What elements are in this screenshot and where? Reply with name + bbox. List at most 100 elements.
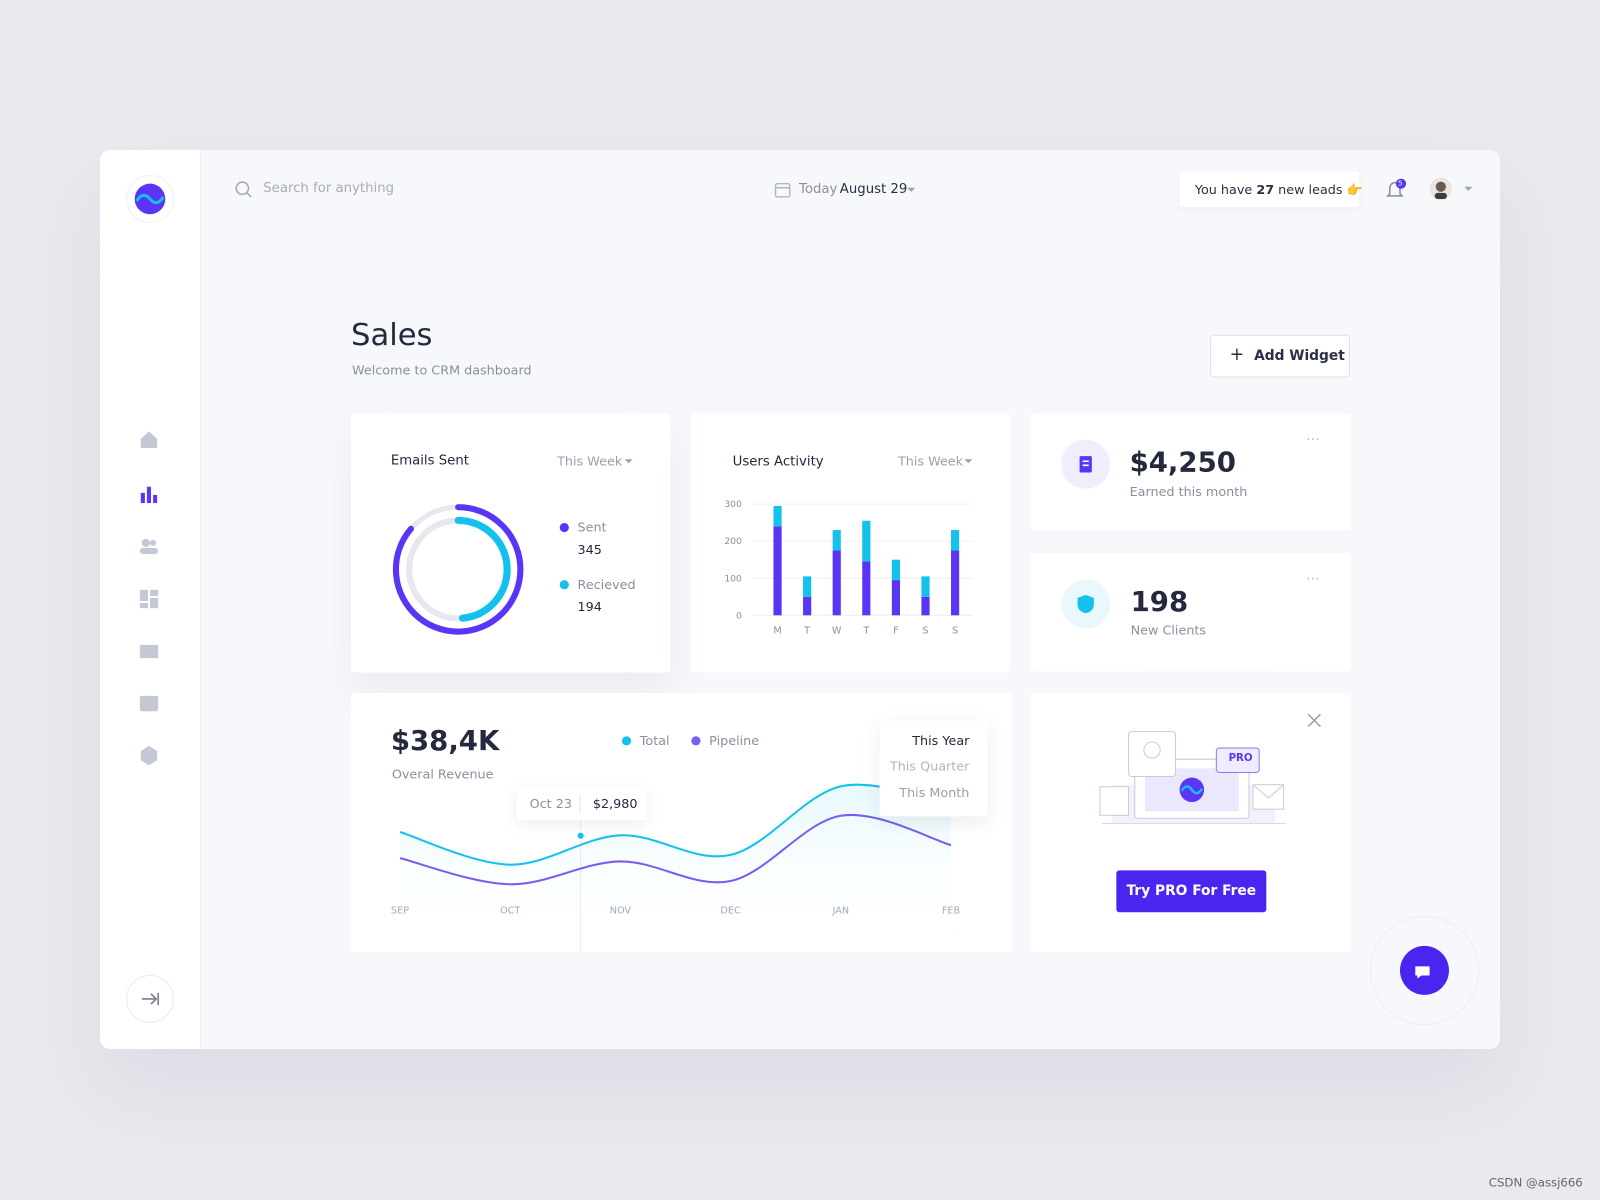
line	[399, 783, 952, 866]
tooltip-date: Oct 23	[529, 795, 572, 812]
bar-segment	[921, 576, 930, 597]
more-menu[interactable]: ···	[1306, 571, 1320, 588]
bar-segment	[891, 559, 900, 581]
legend-dot	[559, 522, 569, 533]
bar-chart: 0 100 200 300 M T W T F S S	[724, 499, 973, 637]
close-button[interactable]	[1306, 712, 1322, 728]
leads-suffix: new leads 👉	[1278, 181, 1363, 197]
bar-segment	[891, 580, 900, 616]
y-tick-label: 100	[724, 573, 742, 584]
x-tick-label: T	[862, 626, 869, 637]
caret	[624, 459, 633, 464]
x-tick-label: OCT	[500, 905, 520, 916]
avatar[interactable]	[1429, 177, 1474, 201]
period-select[interactable]: This Week	[557, 453, 623, 469]
calendar-icon	[774, 182, 791, 198]
card-title: Emails Sent	[390, 453, 469, 469]
dropdown-option[interactable]: This Month	[899, 784, 970, 800]
donut-chart: Sent 345 Recieved 194	[392, 504, 636, 635]
x-tick-label: NOV	[610, 905, 632, 916]
logo[interactable]	[126, 174, 175, 223]
caret	[964, 459, 973, 464]
nav-icons[interactable]	[139, 430, 159, 777]
try-pro-button[interactable]: Try PRO For Free	[1116, 870, 1267, 913]
legend-label: Sent	[578, 521, 607, 536]
card-title: Users Activity	[732, 454, 824, 470]
x-tick-label: S	[922, 626, 928, 637]
leads-count: 27	[1256, 181, 1275, 197]
activity-card: Users Activity This Week 0 100 200 300 M T W T F…	[690, 413, 1011, 673]
bar-segment	[951, 550, 960, 616]
promo-illustration	[1099, 731, 1286, 824]
collapse-button[interactable]	[126, 974, 175, 1023]
period-dropdown: This Year This Quarter This Month	[879, 720, 988, 817]
stat-label: New Clients	[1130, 622, 1207, 638]
bar-segment	[803, 596, 812, 616]
bar-segment	[862, 561, 871, 616]
dropdown-option[interactable]: This Quarter	[889, 758, 970, 774]
y-tick-label: 0	[736, 610, 742, 621]
revenue-label: Overal Revenue	[391, 766, 494, 782]
legend-dot	[691, 736, 701, 746]
ring-arc	[405, 516, 511, 622]
caret	[907, 187, 916, 192]
x-tick-label: JAN	[832, 905, 850, 916]
y-tick-label: 200	[724, 536, 742, 547]
try-pro-label: Try PRO For Free	[1126, 882, 1257, 899]
legend-dot	[621, 736, 632, 746]
revenue-value: $38,4K	[390, 725, 500, 758]
line-chart: Total Pipeline SEP OCT NOV DEC JAN FEB	[391, 734, 960, 953]
legend-value: 345	[578, 543, 602, 558]
promo-card: PRO Try PRO For Free	[1030, 692, 1352, 953]
area	[399, 784, 952, 953]
notification-count: 5	[1397, 179, 1403, 188]
bar-segment	[773, 505, 782, 527]
bar-segment	[951, 530, 960, 551]
tooltip: Oct 23 $2,980	[516, 787, 647, 821]
pro-badge: PRO	[1228, 753, 1253, 765]
cursor-dot	[575, 830, 586, 841]
add-widget-label: Add Widget	[1254, 347, 1345, 365]
period-select[interactable]: This Week	[897, 453, 964, 469]
add-widget-button[interactable]: + Add Widget	[1210, 334, 1350, 378]
x-tick-label: W	[832, 626, 842, 637]
bar-segment	[921, 596, 930, 616]
dropdown-option[interactable]: This Year	[912, 732, 970, 748]
chat-button[interactable]	[1369, 915, 1480, 1025]
window: Search for anything Today August 29 You …	[99, 149, 1500, 1049]
earned-icon	[1061, 439, 1111, 489]
legend-label: Recieved	[578, 578, 636, 593]
emails-card: Emails Sent This Week Sent 345 Recieved 194	[351, 413, 671, 673]
clients-icon	[1061, 579, 1111, 629]
leads-prefix: You have	[1194, 181, 1253, 197]
stat-value: $4,250	[1129, 446, 1236, 479]
tooltip-value: $2,980	[592, 795, 638, 812]
line	[399, 813, 952, 886]
legend-label: Total	[639, 734, 670, 749]
bar-segment	[803, 576, 812, 597]
x-tick-label: FEB	[942, 905, 960, 916]
clients-card: 198 New Clients ···	[1030, 553, 1352, 672]
x-tick-label: DEC	[720, 905, 741, 916]
notifications[interactable]	[1385, 178, 1408, 201]
bar-segment	[862, 520, 871, 562]
date-label: Today	[798, 181, 838, 197]
x-tick-label: SEP	[391, 905, 409, 916]
search-icon	[235, 181, 252, 198]
x-tick-label: M	[773, 626, 781, 637]
leads-banner[interactable]: You have 27 new leads 👉	[1179, 171, 1363, 208]
legend-value: 194	[578, 600, 602, 615]
ring-arc	[392, 504, 524, 635]
y-tick-label: 300	[724, 499, 742, 510]
x-tick-label: F	[893, 626, 899, 637]
bar-segment	[773, 526, 782, 616]
sidebar	[99, 149, 202, 1049]
more-menu[interactable]: ···	[1306, 431, 1320, 448]
x-tick-label: T	[803, 626, 810, 637]
date-picker[interactable]: August 29	[839, 181, 908, 197]
search-input[interactable]: Search for anything	[263, 180, 395, 196]
earned-card: $4,250 Earned this month ···	[1030, 413, 1352, 531]
page-title: Sales	[351, 317, 433, 354]
